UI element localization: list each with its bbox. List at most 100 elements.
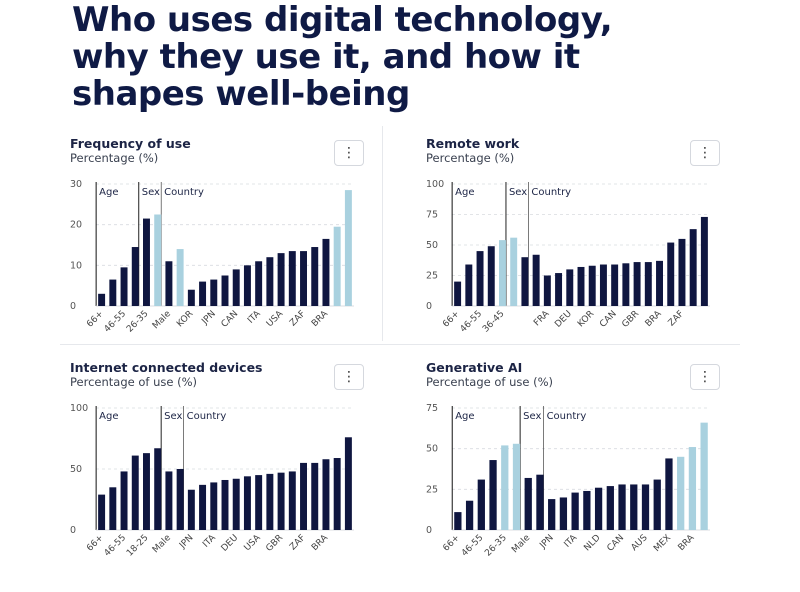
x-tick-label: KOR [175, 309, 195, 329]
x-tick-label: GBR [264, 533, 285, 554]
bar [555, 273, 563, 306]
bar [266, 257, 274, 306]
x-tick-label: CAN [598, 309, 619, 330]
bar [266, 473, 274, 530]
y-tick-label: 0 [426, 525, 432, 536]
bar [477, 479, 485, 530]
page-headline: Who uses digital technology, why they us… [72, 0, 613, 113]
x-tick-label: 36-45 [481, 309, 507, 335]
x-tick-label: ITA [201, 532, 218, 549]
chart-panel-devices: Internet connected devices Percentage of… [70, 360, 410, 585]
bar [120, 471, 128, 530]
headline-line-1: Who uses digital technology, [72, 0, 613, 40]
y-tick-label: 100 [426, 179, 444, 190]
x-tick-label: Male [510, 533, 532, 555]
y-tick-label: 0 [426, 301, 432, 312]
group-label: Age [455, 187, 474, 198]
y-tick-label: 50 [426, 240, 438, 251]
y-tick-label: 75 [426, 210, 438, 221]
bar [454, 512, 462, 530]
x-tick-label: KOR [576, 309, 596, 329]
bar [344, 190, 352, 306]
x-tick-label: 66+ [441, 533, 462, 554]
bar [656, 260, 663, 306]
bar [199, 484, 207, 530]
bar [243, 265, 251, 306]
chart-subtitle: Percentage (%) [70, 151, 159, 165]
x-tick-label: NLD [582, 533, 602, 553]
x-tick-label: ITA [246, 308, 263, 325]
y-tick-label: 50 [70, 464, 82, 475]
bar [548, 499, 556, 530]
bar [277, 253, 285, 306]
x-tick-label: FRA [532, 308, 552, 328]
bar [109, 279, 117, 306]
chart-title: Frequency of use [70, 136, 191, 151]
bar [622, 263, 630, 306]
chart-menu-button[interactable]: ⋮ [690, 364, 720, 390]
y-tick-label: 20 [70, 220, 82, 231]
bar [311, 247, 319, 306]
x-tick-label: DEU [220, 533, 241, 554]
vertical-divider [382, 126, 383, 341]
bar [641, 484, 650, 530]
group-label: Country [531, 187, 571, 198]
chart-title: Internet connected devices [70, 360, 263, 375]
bar [577, 266, 585, 306]
bar [599, 264, 607, 306]
bar [689, 229, 697, 306]
x-tick-label: BRA [310, 532, 331, 553]
x-tick-label: DEU [553, 309, 574, 330]
bar [322, 238, 330, 306]
chart-title: Remote work [426, 136, 520, 151]
bar [109, 487, 117, 530]
group-label: Country [164, 187, 204, 198]
x-tick-label: USA [265, 308, 286, 329]
x-tick-label: ZAF [667, 309, 686, 328]
bar [131, 455, 139, 530]
bar [476, 251, 484, 306]
x-tick-label: JPN [177, 533, 195, 551]
bar [665, 458, 673, 530]
bar [288, 471, 296, 530]
x-tick-label: MEX [652, 533, 673, 554]
y-tick-label: 30 [70, 179, 82, 190]
bar [559, 497, 568, 530]
bar [243, 476, 251, 530]
chart-menu-button[interactable]: ⋮ [334, 364, 364, 390]
bar [606, 486, 614, 530]
y-tick-label: 75 [426, 403, 438, 414]
horizontal-divider [60, 344, 740, 345]
bar [543, 275, 551, 306]
bar [583, 490, 591, 530]
bar [98, 494, 106, 530]
bar [232, 269, 240, 306]
x-tick-label: BRA [644, 308, 665, 329]
x-tick-label: 46-55 [459, 309, 485, 335]
group-label: Sex [164, 411, 182, 422]
bar [571, 492, 579, 530]
bar [633, 262, 641, 306]
chart-menu-button[interactable]: ⋮ [690, 140, 720, 166]
bar [255, 475, 263, 530]
bar [454, 281, 462, 306]
bar [300, 251, 307, 306]
group-label: Sex [142, 187, 160, 198]
chart-panel-remote-work: Remote work Percentage (%) ⋮ 0 25 50 75 100 A… [426, 136, 766, 361]
chart-panel-generative-ai: Generative AI Percentage of use (%) ⋮ 0 2… [426, 360, 766, 585]
bar [678, 238, 686, 306]
bar [98, 293, 106, 306]
chart-subtitle: Percentage of use (%) [70, 375, 197, 389]
bar [510, 237, 518, 306]
bar [667, 242, 675, 306]
chart-menu-button[interactable]: ⋮ [334, 140, 364, 166]
group-label: Sex [509, 187, 527, 198]
group-label: Age [455, 411, 474, 422]
bar [143, 218, 150, 306]
bar [594, 487, 603, 530]
x-tick-label: AUS [629, 533, 649, 553]
y-tick-label: 10 [70, 260, 82, 271]
headline-line-2: why they use it, and how it [72, 37, 580, 77]
